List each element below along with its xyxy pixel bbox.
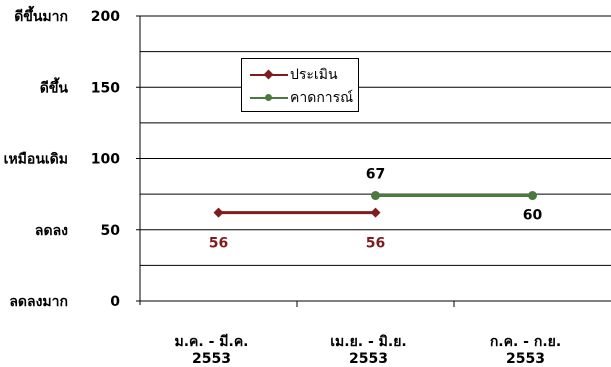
x-tick-label: 2553 [192, 351, 231, 367]
y-category-label: ดีขึ้น [40, 76, 69, 96]
data-label: 67 [366, 167, 385, 183]
x-tick-label: ม.ค. - มี.ค. [174, 334, 248, 350]
x-tick-label: 2553 [506, 351, 545, 367]
y-tick-label: 50 [101, 223, 121, 239]
data-point [528, 191, 537, 201]
y-tick-label: 200 [91, 9, 120, 25]
legend-item-forecast: คาดการณ์ [250, 88, 353, 108]
data-point [213, 207, 224, 218]
y-tick-label: 0 [110, 294, 120, 310]
legend: ประเมิน คาดการณ์ [241, 58, 359, 112]
x-tick-label: ก.ค. - ก.ย. [490, 334, 561, 350]
x-tick-label: เม.ย. - มิ.ย. [330, 334, 406, 350]
legend-label-forecast: คาดการณ์ [290, 90, 354, 106]
data-label: 60 [523, 208, 543, 224]
legend-label-assessment: ประเมิน [290, 67, 338, 83]
x-tick-label: 2553 [349, 351, 388, 367]
y-category-label: ลดลง [35, 223, 68, 239]
legend-item-assessment: ประเมิน [250, 65, 338, 85]
y-category-label: ลดลงมาก [9, 294, 68, 310]
y-tick-label: 150 [91, 80, 120, 96]
legend-swatch-assessment [250, 68, 288, 82]
legend-swatch-forecast [250, 91, 288, 105]
data-point [371, 191, 380, 201]
y-tick-label: 100 [91, 152, 120, 168]
data-label: 56 [366, 236, 385, 252]
y-category-label: ดีขึ้นมาก [14, 5, 68, 25]
y-category-label: เหมือนเดิม [4, 152, 68, 168]
data-point [370, 207, 381, 218]
data-label: 56 [209, 236, 228, 252]
